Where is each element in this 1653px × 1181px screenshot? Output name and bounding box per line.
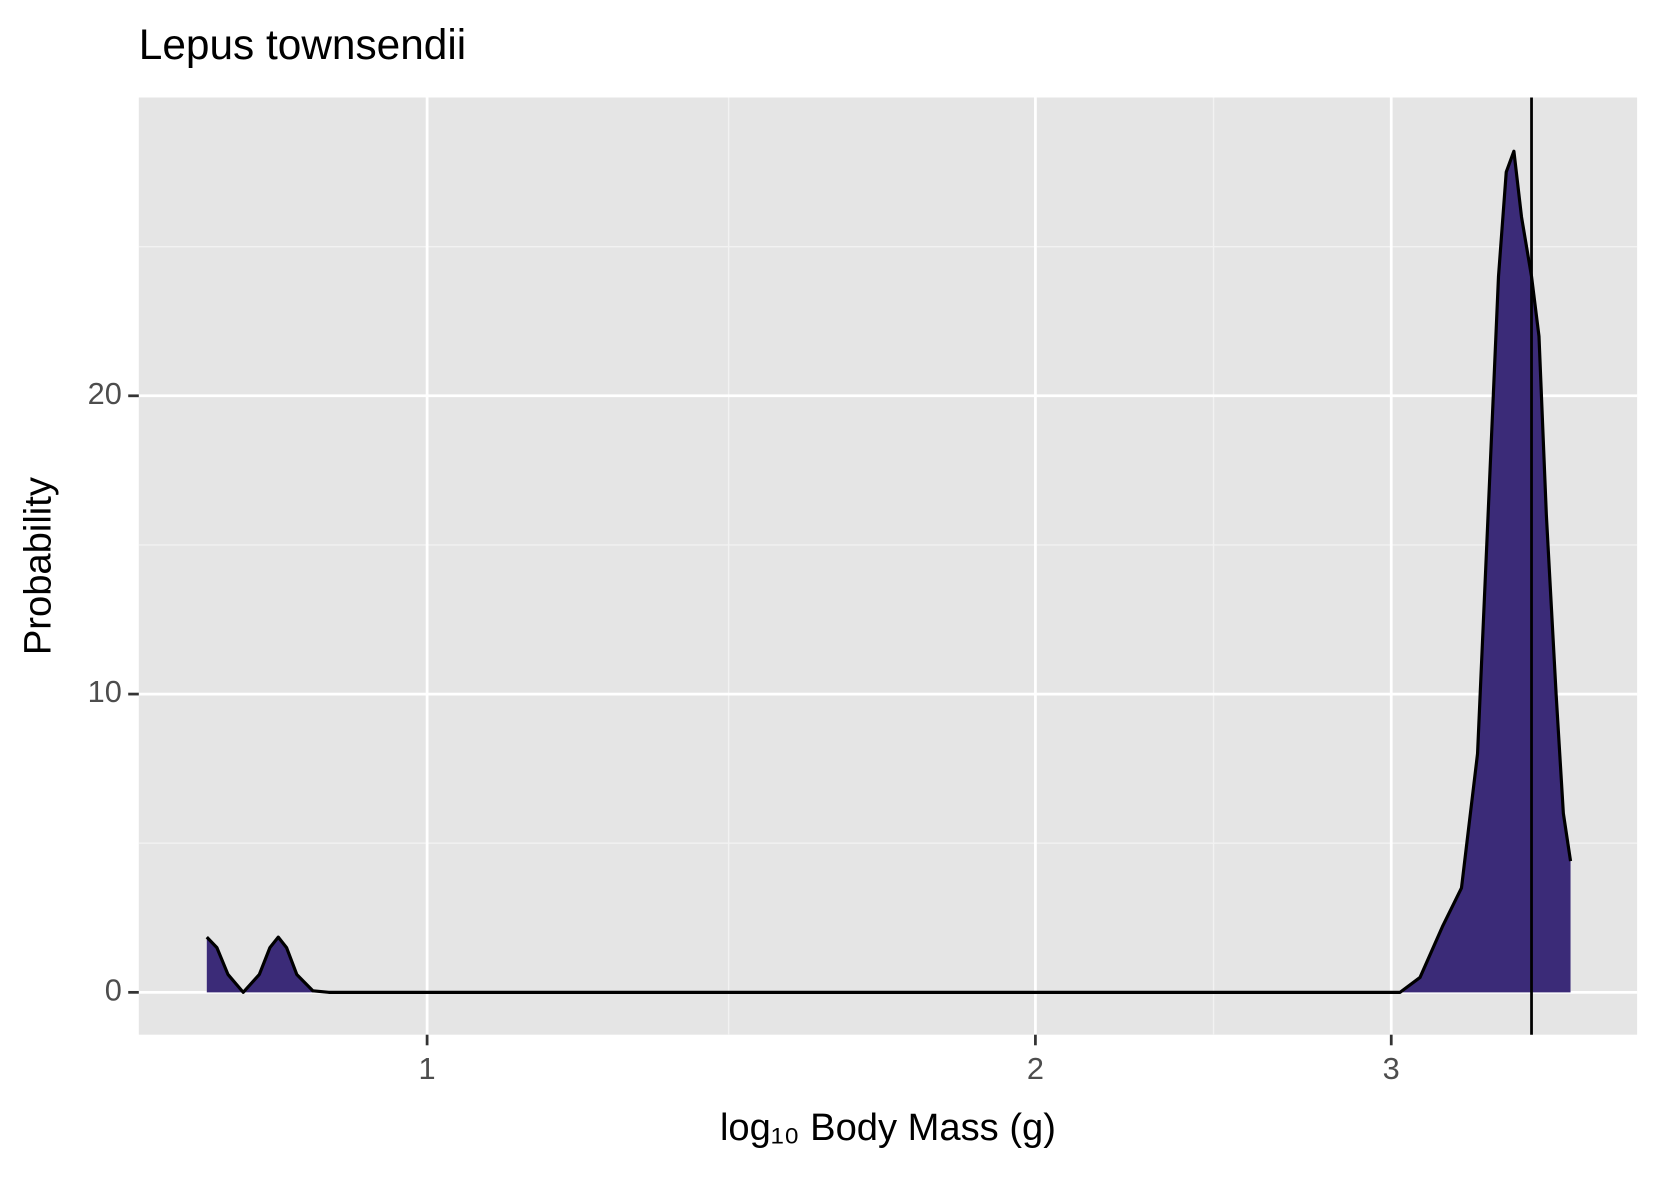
density-line xyxy=(205,149,1573,994)
y-axis-title: Probability xyxy=(16,477,59,655)
y-tick-label: 20 xyxy=(88,376,122,411)
x-axis-title: log₁₀ Body Mass (g) xyxy=(720,1106,1056,1149)
x-tick-label: 2 xyxy=(1027,1051,1044,1086)
y-tick-label: 10 xyxy=(88,674,122,709)
chart-title: Lepus townsendii xyxy=(139,21,466,68)
x-tick-label: 1 xyxy=(419,1051,436,1086)
plot-panel xyxy=(138,97,1638,1035)
y-tick-label: 0 xyxy=(105,972,122,1007)
x-tick-label: 3 xyxy=(1383,1051,1400,1086)
